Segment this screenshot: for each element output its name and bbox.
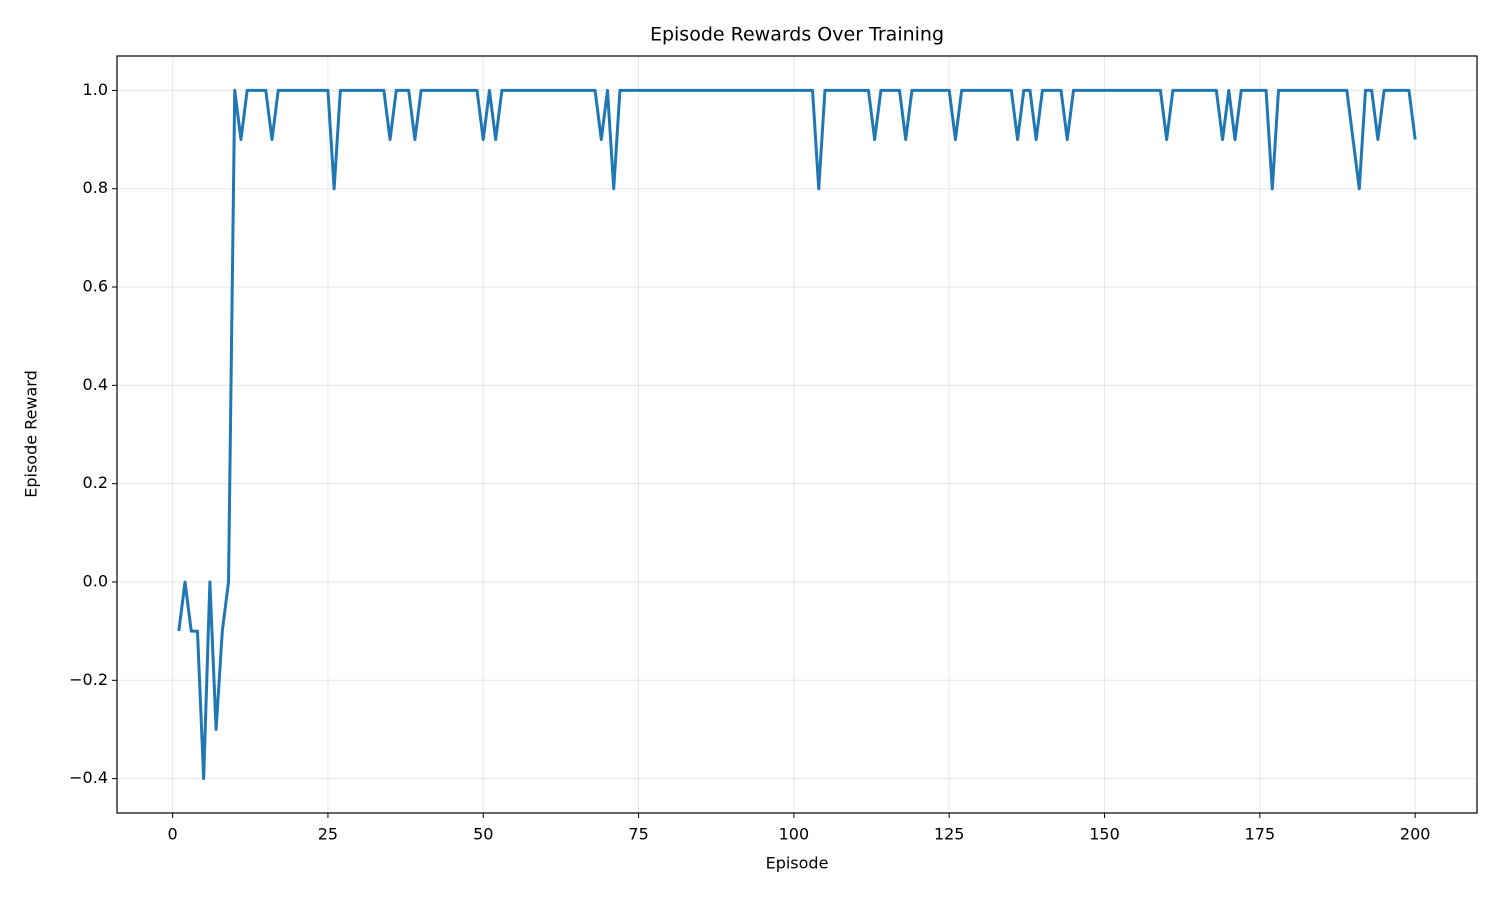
x-tick-label: 0 [168, 825, 178, 844]
x-tick-label: 100 [779, 825, 810, 844]
y-tick-label: 0.0 [83, 571, 108, 590]
x-tick-label: 125 [934, 825, 965, 844]
y-tick-label: 0.8 [83, 178, 108, 197]
y-tick-label: 0.4 [83, 375, 108, 394]
x-tick-label: 25 [318, 825, 338, 844]
x-tick-label: 75 [628, 825, 648, 844]
x-tick-label: 50 [473, 825, 493, 844]
y-axis-label: Episode Reward [22, 370, 41, 498]
x-tick-label: 175 [1245, 825, 1276, 844]
x-tick-label: 200 [1400, 825, 1431, 844]
y-tick-label: 1.0 [83, 80, 108, 99]
data-line [177, 88, 1417, 781]
y-tick-label: −0.4 [69, 768, 108, 787]
chart-title: Episode Rewards Over Training [650, 24, 944, 46]
x-axis-label: Episode [766, 854, 829, 873]
plot-frame [116, 55, 1478, 814]
y-tick-label: 0.2 [83, 473, 108, 492]
y-tick-label: −0.2 [69, 670, 108, 689]
x-tick-label: 150 [1089, 825, 1120, 844]
y-tick-label: 0.6 [83, 277, 108, 296]
